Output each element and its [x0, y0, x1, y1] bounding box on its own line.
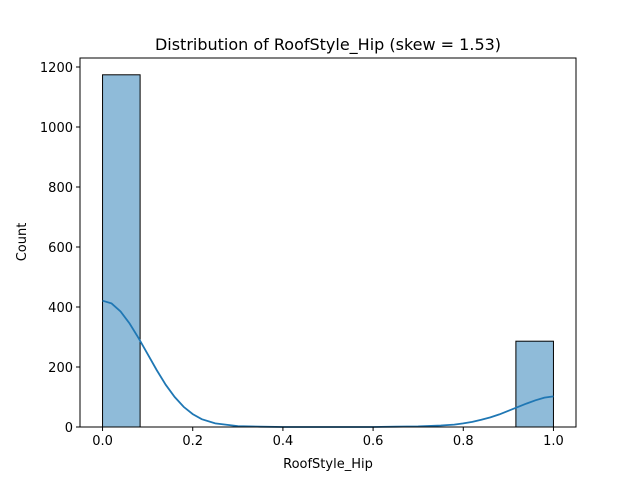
plot-frame — [79, 57, 577, 428]
y-axis-ticks: 0 200 400 600 800 1000 1200 — [40, 61, 80, 436]
x-tick-label: 0.6 — [363, 434, 384, 449]
x-tick-label: 0.2 — [182, 434, 203, 449]
histogram-bar — [102, 74, 141, 428]
y-tick-label: 1200 — [40, 61, 73, 76]
y-tick-label: 200 — [48, 361, 73, 376]
x-axis-ticks: 0.0 0.2 0.4 0.6 0.8 1.0 — [92, 427, 564, 449]
kde-curve — [102, 299, 554, 428]
y-tick-label: 1000 — [40, 121, 73, 136]
histogram-bars — [102, 74, 554, 428]
x-tick-label: 0.0 — [92, 434, 113, 449]
x-tick-label: 1.0 — [543, 434, 564, 449]
y-tick-label: 400 — [48, 301, 73, 316]
y-tick-label: 600 — [48, 241, 73, 256]
x-tick-label: 0.4 — [273, 434, 294, 449]
y-axis-label: Count — [15, 223, 30, 262]
y-tick-label: 800 — [48, 181, 73, 196]
y-tick-label: 0 — [65, 421, 73, 436]
chart-title: Distribution of RoofStyle_Hip (skew = 1.… — [155, 35, 501, 55]
x-tick-label: 0.8 — [453, 434, 474, 449]
x-axis-label: RoofStyle_Hip — [283, 457, 373, 472]
histogram-bar — [515, 340, 554, 428]
